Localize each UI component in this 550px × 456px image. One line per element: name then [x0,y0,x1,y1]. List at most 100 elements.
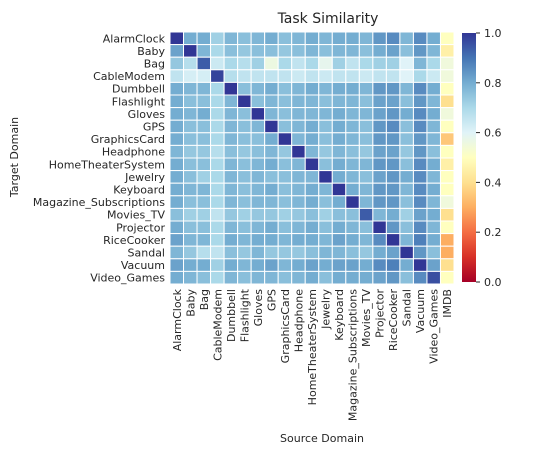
heatmap-cell [426,258,441,272]
heatmap-cell [237,157,252,172]
heatmap-cell [399,157,414,172]
heatmap-cell [223,132,239,146]
heatmap-cell [169,144,185,159]
heatmap-cell [399,170,414,184]
heatmap-cell [277,207,293,222]
heatmap-cell [169,233,185,247]
heatmap-cell [237,44,252,58]
heatmap-cell [210,31,225,46]
heatmap-cell [412,270,428,285]
heatmap-cell [304,81,320,96]
heatmap-cell [304,157,320,172]
heatmap-cell [412,144,428,159]
column-label: Jewelry [320,289,333,330]
heatmap-cell [426,157,441,172]
heatmap-cell [331,245,347,260]
heatmap-cell [196,195,212,209]
heatmap-cell [237,119,252,134]
heatmap-cell [196,258,212,272]
heatmap-cell [318,245,333,260]
heatmap-cell [372,107,387,121]
heatmap-cell [169,195,185,209]
heatmap-cell [304,119,320,134]
heatmap-cell [237,144,252,159]
row-label: Flashlight [112,95,166,108]
heatmap-cell [210,195,225,209]
heatmap-cell [318,207,333,222]
heatmap-cell [385,69,401,83]
heatmap-cell [439,220,455,235]
heatmap-cell [183,94,198,109]
heatmap-cell [358,170,374,184]
heatmap-cell [277,144,293,159]
heatmap-cell [237,170,252,184]
heatmap-cell [210,270,225,285]
colorbar [462,33,476,282]
heatmap-cell [345,157,360,172]
heatmap-cell [399,195,414,209]
heatmap-cell [439,144,455,159]
column-label: Headphone [292,289,305,352]
heatmap-cell [277,44,293,58]
chart-title: Task Similarity [277,11,379,27]
column-label: Projector [374,289,387,338]
heatmap-cell [291,119,306,134]
heatmap-cell [250,56,266,71]
heatmap-cell [399,220,414,235]
heatmap-cell [399,144,414,159]
heatmap-cell [210,119,225,134]
heatmap-cell [399,94,414,109]
heatmap-cell [223,233,239,247]
heatmap-cell [237,56,252,71]
heatmap-cell [304,94,320,109]
heatmap-cell [196,233,212,247]
heatmap-cell [385,31,401,46]
heatmap-cell [183,44,198,58]
heatmap-cell [385,220,401,235]
heatmap-cell [358,144,374,159]
row-label: Magazine_Subscriptions [33,196,165,209]
heatmap-cell [169,119,185,134]
heatmap-cell [439,94,455,109]
heatmap-cell [291,157,306,172]
heatmap-cell [318,220,333,235]
heatmap-cell [210,170,225,184]
heatmap-cell [426,107,441,121]
heatmap-cell [331,195,347,209]
heatmap-cell [264,44,279,58]
heatmap-cell [304,220,320,235]
heatmap-cell [372,207,387,222]
row-label: Gloves [128,108,166,121]
heatmap-cell [345,182,360,197]
heatmap-cell [358,220,374,235]
heatmap-cell [318,195,333,209]
heatmap-cell [385,144,401,159]
heatmap-cell [345,207,360,222]
heatmap-cell [196,44,212,58]
heatmap-cell [183,220,198,235]
heatmap-cell [196,69,212,83]
heatmap-cell [358,207,374,222]
heatmap-cell [223,69,239,83]
heatmap-cell [264,56,279,71]
heatmap-cell [250,94,266,109]
row-label: RiceCooker [103,234,165,247]
heatmap-cell [358,44,374,58]
heatmap-cell [183,270,198,285]
heatmap-cell [223,44,239,58]
column-label: CableModem [211,289,224,361]
heatmap-cell [399,233,414,247]
heatmap-cell [291,245,306,260]
heatmap-cell [358,81,374,96]
heatmap-cell [331,157,347,172]
heatmap-cell [358,94,374,109]
heatmap-cell [345,81,360,96]
heatmap-cell [372,94,387,109]
heatmap-cell [318,44,333,58]
heatmap-cell [439,182,455,197]
heatmap-cell [318,94,333,109]
heatmap-cell [196,94,212,109]
heatmap-cell [169,44,185,58]
column-label: Keyboard [333,289,346,341]
heatmap-cell [399,270,414,285]
